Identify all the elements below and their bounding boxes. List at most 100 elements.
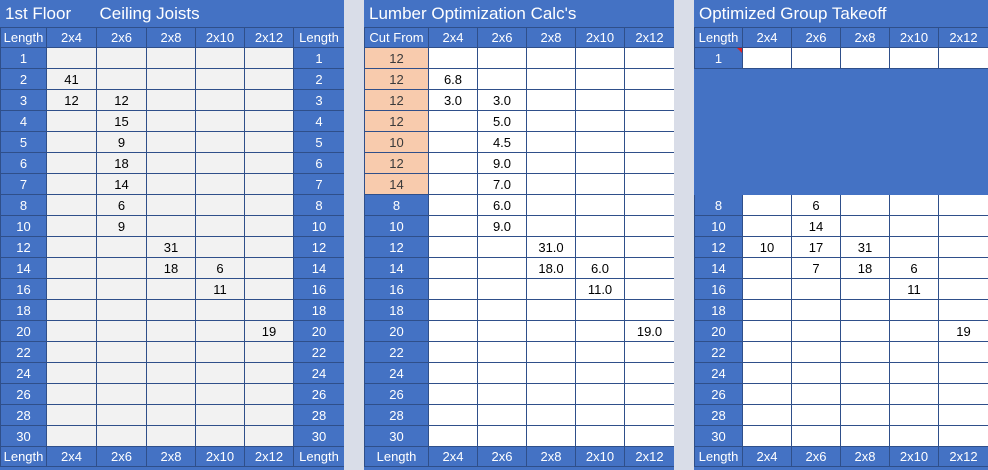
data-cell[interactable] (840, 362, 890, 384)
data-cell[interactable] (624, 110, 675, 132)
data-cell[interactable] (46, 404, 97, 426)
data-cell[interactable] (742, 110, 792, 132)
data-cell[interactable]: 6.0 (575, 257, 625, 279)
data-cell[interactable] (477, 425, 527, 447)
data-cell[interactable] (526, 278, 576, 300)
data-cell[interactable] (146, 131, 196, 153)
data-cell[interactable] (146, 362, 196, 384)
data-cell[interactable] (428, 236, 478, 258)
data-cell[interactable] (791, 110, 841, 132)
data-cell[interactable] (742, 404, 792, 426)
data-cell[interactable] (889, 383, 939, 405)
data-cell[interactable] (624, 47, 675, 69)
data-cell[interactable] (624, 299, 675, 321)
data-cell[interactable] (244, 110, 294, 132)
data-cell[interactable] (624, 131, 675, 153)
data-cell[interactable] (791, 173, 841, 195)
length-cell[interactable]: 4 (0, 110, 47, 132)
data-cell[interactable] (96, 257, 147, 279)
data-cell[interactable] (428, 320, 478, 342)
data-cell[interactable] (244, 404, 294, 426)
data-cell[interactable] (575, 341, 625, 363)
length-cell[interactable]: 3 (0, 89, 47, 111)
data-cell[interactable] (46, 320, 97, 342)
data-cell[interactable] (146, 341, 196, 363)
data-cell[interactable] (477, 320, 527, 342)
data-cell[interactable] (938, 173, 988, 195)
data-cell[interactable] (889, 320, 939, 342)
data-cell[interactable] (575, 194, 625, 216)
length-cell[interactable]: 12 (0, 236, 47, 258)
data-cell[interactable] (889, 236, 939, 258)
data-cell[interactable] (938, 89, 988, 111)
data-cell[interactable] (742, 68, 792, 90)
data-cell[interactable] (575, 299, 625, 321)
data-cell[interactable] (428, 299, 478, 321)
length-cell[interactable]: 8 (364, 194, 429, 216)
data-cell[interactable] (428, 194, 478, 216)
length-cell[interactable]: 14 (694, 257, 743, 279)
data-cell[interactable] (244, 131, 294, 153)
data-cell[interactable] (791, 404, 841, 426)
length-cell[interactable]: 24 (0, 362, 47, 384)
length-cell[interactable]: 4 (293, 110, 345, 132)
length-cell[interactable]: 8 (0, 194, 47, 216)
data-cell[interactable] (575, 131, 625, 153)
data-cell[interactable] (195, 215, 245, 237)
data-cell[interactable] (742, 425, 792, 447)
data-cell[interactable]: 11 (889, 278, 939, 300)
length-cell[interactable]: 24 (694, 362, 743, 384)
data-cell[interactable]: 17 (791, 236, 841, 258)
data-cell[interactable] (938, 194, 988, 216)
length-cell[interactable]: 12 (364, 152, 429, 174)
length-cell[interactable]: 22 (0, 341, 47, 363)
data-cell[interactable] (742, 215, 792, 237)
data-cell[interactable] (244, 89, 294, 111)
data-cell[interactable] (428, 383, 478, 405)
data-cell[interactable]: 7 (791, 257, 841, 279)
length-cell[interactable]: 7 (293, 173, 345, 195)
length-cell[interactable]: 12 (694, 236, 743, 258)
length-cell[interactable]: 10 (293, 215, 345, 237)
data-cell[interactable] (195, 299, 245, 321)
data-cell[interactable] (195, 131, 245, 153)
length-cell[interactable]: 18 (293, 299, 345, 321)
data-cell[interactable] (146, 194, 196, 216)
data-cell[interactable] (146, 89, 196, 111)
length-cell[interactable]: 14 (293, 257, 345, 279)
data-cell[interactable]: 14 (791, 215, 841, 237)
data-cell[interactable]: 11 (195, 278, 245, 300)
data-cell[interactable] (742, 131, 792, 153)
length-cell[interactable]: 16 (694, 278, 743, 300)
data-cell[interactable] (244, 383, 294, 405)
data-cell[interactable] (477, 404, 527, 426)
length-cell[interactable]: 16 (364, 278, 429, 300)
length-cell[interactable]: 10 (0, 215, 47, 237)
data-cell[interactable] (244, 425, 294, 447)
data-cell[interactable] (938, 341, 988, 363)
data-cell[interactable] (195, 362, 245, 384)
data-cell[interactable] (742, 47, 792, 69)
length-cell[interactable]: 26 (293, 383, 345, 405)
data-cell[interactable] (46, 257, 97, 279)
length-cell[interactable]: 24 (364, 362, 429, 384)
data-cell[interactable] (477, 341, 527, 363)
length-cell[interactable]: 12 (364, 110, 429, 132)
data-cell[interactable]: 4.5 (477, 131, 527, 153)
length-cell[interactable]: 6 (293, 152, 345, 174)
data-cell[interactable] (575, 152, 625, 174)
data-cell[interactable] (244, 341, 294, 363)
data-cell[interactable] (195, 173, 245, 195)
data-cell[interactable] (791, 320, 841, 342)
data-cell[interactable] (889, 152, 939, 174)
data-cell[interactable] (146, 425, 196, 447)
length-cell[interactable]: 26 (0, 383, 47, 405)
length-cell[interactable]: 26 (694, 383, 743, 405)
length-cell[interactable]: 12 (364, 89, 429, 111)
length-cell[interactable]: 30 (293, 425, 345, 447)
data-cell[interactable] (146, 404, 196, 426)
data-cell[interactable] (889, 173, 939, 195)
data-cell[interactable] (624, 341, 675, 363)
data-cell[interactable] (428, 404, 478, 426)
length-cell[interactable] (694, 131, 743, 153)
